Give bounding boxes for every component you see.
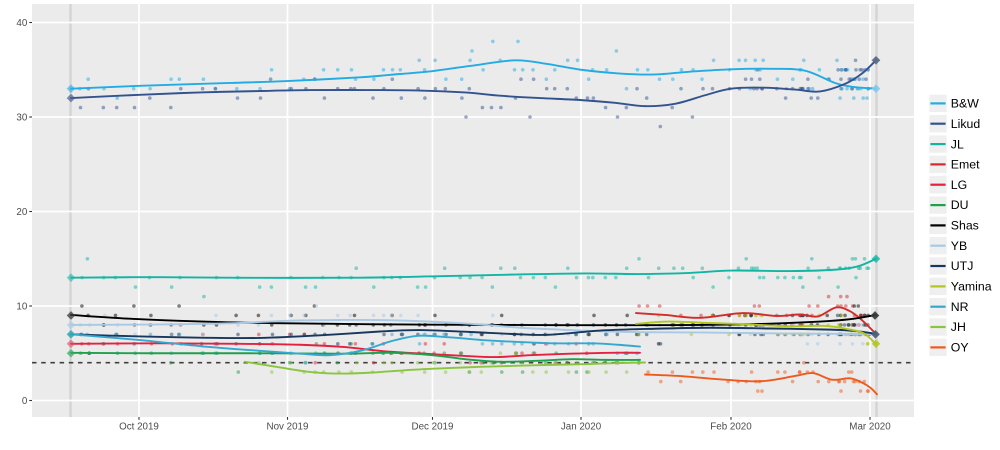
- svg-text:20: 20: [16, 207, 27, 218]
- svg-text:Emet: Emet: [951, 158, 980, 172]
- svg-text:YB: YB: [951, 239, 967, 253]
- svg-text:OY: OY: [951, 341, 969, 355]
- svg-text:JL: JL: [951, 137, 964, 151]
- svg-text:NR: NR: [951, 300, 969, 314]
- svg-text:10: 10: [16, 301, 27, 312]
- svg-text:UTJ: UTJ: [951, 259, 974, 273]
- svg-text:Mar 2020: Mar 2020: [849, 422, 891, 433]
- svg-text:LG: LG: [951, 178, 967, 192]
- svg-text:Shas: Shas: [951, 219, 979, 233]
- svg-text:Feb 2020: Feb 2020: [710, 422, 752, 433]
- svg-text:B&W: B&W: [951, 97, 979, 111]
- svg-text:Jan 2020: Jan 2020: [561, 422, 602, 433]
- svg-text:40: 40: [16, 18, 27, 29]
- svg-text:Yamina: Yamina: [951, 280, 992, 294]
- svg-text:Likud: Likud: [951, 117, 981, 131]
- svg-text:Nov 2019: Nov 2019: [267, 422, 309, 433]
- svg-text:DU: DU: [951, 198, 969, 212]
- svg-text:30: 30: [16, 112, 27, 123]
- svg-text:Oct 2019: Oct 2019: [119, 422, 159, 433]
- svg-text:0: 0: [22, 396, 28, 407]
- svg-text:JH: JH: [951, 320, 966, 334]
- svg-text:Dec 2019: Dec 2019: [412, 422, 454, 433]
